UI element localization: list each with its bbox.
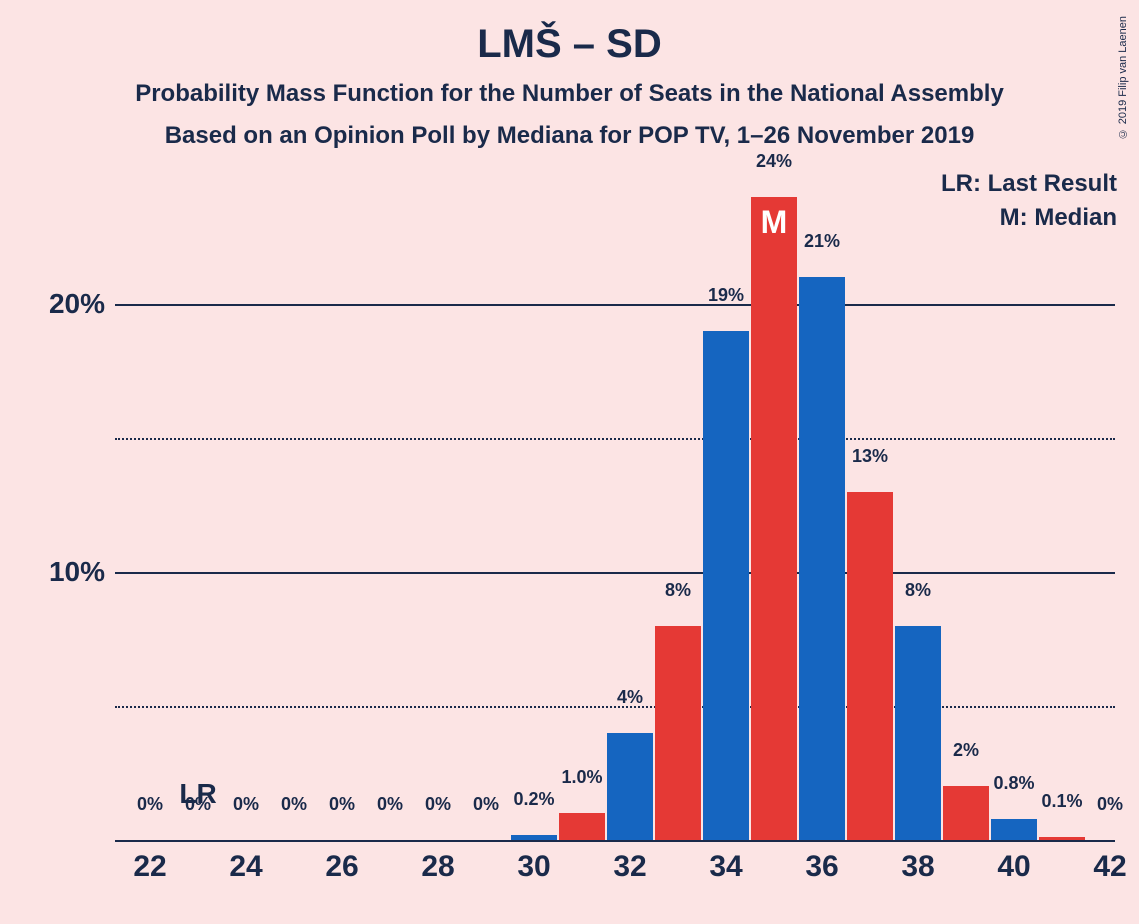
bar [607,733,653,840]
median-marker: M [761,204,788,241]
x-axis-label: 32 [613,850,646,884]
x-axis-label: 36 [805,850,838,884]
y-axis-label: 10% [15,556,105,588]
pmf-chart: LMŠ – SD Probability Mass Function for t… [0,0,1139,924]
lr-marker: LR [179,778,216,810]
bar-value-label: 0% [377,794,403,815]
bar [703,331,749,840]
bar-value-label: 0% [281,794,307,815]
x-axis-label: 22 [133,850,166,884]
x-axis-label: 42 [1093,850,1126,884]
bar [751,197,797,840]
y-axis-label: 20% [15,288,105,320]
bar [511,835,557,840]
bar [559,813,605,840]
x-axis-label: 24 [229,850,262,884]
bar-value-label: 21% [804,231,840,252]
chart-subtitle-2: Based on an Opinion Poll by Mediana for … [0,122,1139,150]
bar [1039,837,1085,840]
x-axis-label: 38 [901,850,934,884]
x-axis-label: 28 [421,850,454,884]
bar-value-label: 1.0% [561,767,602,788]
chart-title: LMŠ – SD [0,22,1139,67]
bar [895,626,941,840]
gridline [115,840,1115,842]
plot-area: 10%20%22242628303234363840420%0%LR0%0%0%… [115,170,1115,840]
credit-text: © 2019 Filip van Laenen [1117,16,1129,139]
bar-value-label: 0% [425,794,451,815]
bar-value-label: 0% [473,794,499,815]
x-axis-label: 40 [997,850,1030,884]
bar-value-label: 2% [953,740,979,761]
bar-value-label: 8% [665,580,691,601]
bar-value-label: 0% [329,794,355,815]
gridline [115,572,1115,574]
bar-value-label: 0.2% [513,789,554,810]
x-axis-label: 34 [709,850,742,884]
x-axis-label: 26 [325,850,358,884]
bar-value-label: 4% [617,687,643,708]
bar-value-label: 0% [1097,794,1123,815]
bar-value-label: 8% [905,580,931,601]
bar-value-label: 0.8% [993,773,1034,794]
chart-subtitle-1: Probability Mass Function for the Number… [0,80,1139,108]
bar [943,786,989,840]
gridline [115,304,1115,306]
bar-value-label: 19% [708,285,744,306]
bar-value-label: 24% [756,151,792,172]
bar-value-label: 0.1% [1041,791,1082,812]
bar-value-label: 0% [233,794,259,815]
x-axis-label: 30 [517,850,550,884]
bar [991,819,1037,840]
bar-value-label: 13% [852,446,888,467]
gridline [115,706,1115,708]
gridline [115,438,1115,440]
bar [655,626,701,840]
bar-value-label: 0% [137,794,163,815]
bar [847,492,893,840]
bar [799,277,845,840]
